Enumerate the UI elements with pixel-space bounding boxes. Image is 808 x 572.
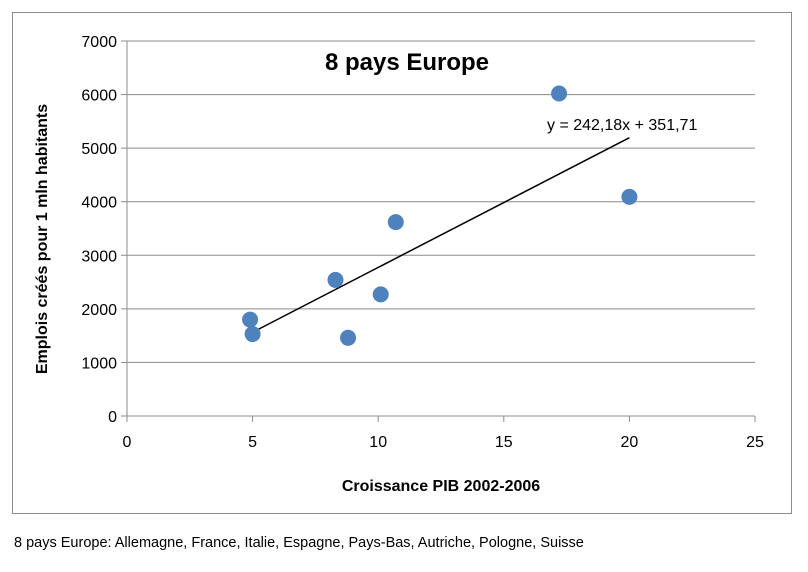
y-tick-label: 1000	[81, 355, 117, 372]
y-tick-label: 7000	[81, 34, 117, 51]
data-point-8	[621, 188, 638, 205]
data-point-5	[372, 286, 389, 303]
x-tick-label: 20	[621, 434, 639, 451]
chart-title: 8 pays Europe	[325, 49, 489, 76]
y-axis-label: Emplois créés pour 1 mln habitants	[34, 104, 51, 374]
y-tick-label: 6000	[81, 88, 117, 105]
data-points	[242, 85, 638, 346]
x-tick-label: 5	[248, 434, 257, 451]
x-tick-label: 15	[495, 434, 513, 451]
trendline-group	[252, 137, 630, 333]
axes	[121, 40, 756, 422]
trendline-equation: y = 242,18x + 351,71	[547, 117, 697, 134]
chart-frame: 0 1000 2000 3000 4000 5000 6000 7000 0 5 10 15 20 25 …	[12, 12, 792, 514]
data-point-2	[244, 326, 261, 343]
data-point-1	[242, 311, 259, 328]
grid-lines	[127, 40, 755, 363]
x-axis-label: Croissance PIB 2002-2006	[342, 478, 540, 495]
x-tick-label: 10	[369, 434, 387, 451]
tick-labels: 0 1000 2000 3000 4000 5000 6000 7000 0 5 10 15 20 25	[81, 34, 764, 451]
y-tick-label: 5000	[81, 141, 117, 158]
data-point-6	[387, 214, 404, 231]
y-tick-label: 0	[108, 409, 117, 426]
y-tick-label: 3000	[81, 248, 117, 265]
chart-caption: 8 pays Europe: Allemagne, France, Italie…	[14, 535, 584, 551]
y-tick-label: 4000	[81, 195, 117, 212]
x-tick-label: 0	[123, 434, 132, 451]
data-point-7	[551, 85, 568, 102]
trendline	[252, 137, 630, 333]
x-tick-label: 25	[746, 434, 764, 451]
data-point-3	[327, 271, 344, 288]
y-tick-label: 2000	[81, 302, 117, 319]
data-point-4	[340, 329, 357, 346]
